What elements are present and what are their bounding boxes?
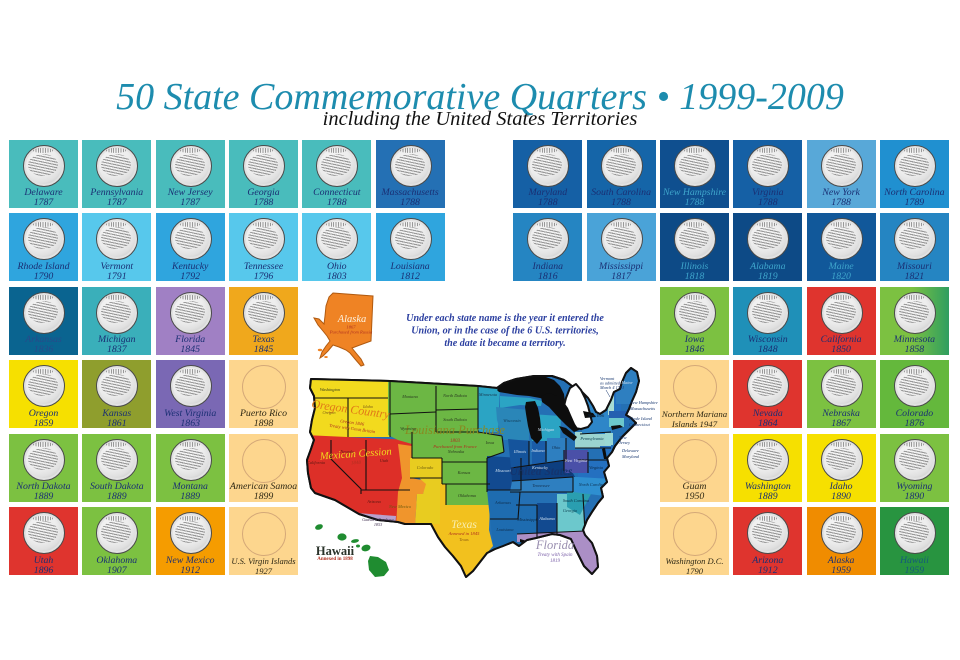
svg-text:Iowa: Iowa <box>485 440 495 445</box>
svg-text:Purchased from Russia: Purchased from Russia <box>329 330 373 335</box>
svg-text:New: New <box>618 435 627 440</box>
svg-text:Florida: Florida <box>535 538 574 552</box>
svg-text:Connecticut: Connecticut <box>629 422 651 427</box>
svg-text:Virginia: Virginia <box>589 465 603 470</box>
svg-text:Maryland: Maryland <box>621 454 640 459</box>
svg-text:as admitted: as admitted <box>600 381 621 386</box>
svg-text:Wisconsin: Wisconsin <box>503 418 520 423</box>
svg-text:Purchased from France: Purchased from France <box>432 444 477 449</box>
svg-text:Hawaii: Hawaii <box>316 544 355 558</box>
svg-text:Louisiana Purchase: Louisiana Purchase <box>404 423 505 437</box>
svg-text:Tennessee: Tennessee <box>532 483 549 488</box>
svg-text:South Carolina: South Carolina <box>563 498 589 503</box>
svg-text:Ohio: Ohio <box>552 445 561 450</box>
svg-text:United States: United States <box>510 466 573 478</box>
svg-text:Mexican Cession: Mexican Cession <box>319 447 393 463</box>
svg-text:Texas: Texas <box>459 537 469 542</box>
svg-text:the date it became a territory: the date it became a territory. <box>444 338 565 349</box>
svg-text:Wyoming: Wyoming <box>400 426 417 431</box>
svg-text:Oregon: Oregon <box>323 410 336 415</box>
svg-text:Delaware: Delaware <box>621 448 639 453</box>
svg-text:Minnesota: Minnesota <box>478 392 497 397</box>
svg-text:Vermont: Vermont <box>600 376 615 381</box>
svg-text:Union, or in the case of the 6: Union, or in the case of the 6 U.S. terr… <box>411 326 599 337</box>
svg-text:New Mexico: New Mexico <box>388 504 412 509</box>
svg-text:Montana: Montana <box>401 394 418 399</box>
svg-text:Mississippi: Mississippi <box>516 517 537 522</box>
svg-text:Gadsden Purchase: Gadsden Purchase <box>362 517 394 522</box>
svg-text:Alaska: Alaska <box>337 314 367 325</box>
svg-text:Jersey: Jersey <box>619 440 630 445</box>
svg-text:Louisiana: Louisiana <box>495 527 513 532</box>
svg-text:South Dakota: South Dakota <box>443 417 467 422</box>
svg-text:Arizona: Arizona <box>366 499 381 504</box>
svg-text:Idaho: Idaho <box>362 404 374 409</box>
svg-text:Indiana: Indiana <box>530 448 544 453</box>
svg-text:Michigan: Michigan <box>537 427 554 432</box>
svg-text:Maine: Maine <box>621 380 633 385</box>
svg-text:Illinois: Illinois <box>513 449 527 454</box>
svg-text:Massachusetts: Massachusetts <box>629 406 655 411</box>
svg-text:Annexed in 1845: Annexed in 1845 <box>448 531 481 536</box>
svg-text:Pennsylvania: Pennsylvania <box>579 436 603 441</box>
svg-text:Oklahoma: Oklahoma <box>458 493 476 498</box>
svg-text:Oregon 1846: Oregon 1846 <box>340 418 365 426</box>
svg-text:1848: 1848 <box>351 461 362 467</box>
svg-text:Texas: Texas <box>451 519 477 531</box>
svg-text:Under each state name is the y: Under each state name is the year it ent… <box>406 313 604 324</box>
svg-text:New Hampshire: New Hampshire <box>629 400 658 405</box>
svg-text:1819: 1819 <box>550 559 561 564</box>
svg-text:Nevada: Nevada <box>339 449 353 454</box>
svg-text:Georgia: Georgia <box>563 508 577 513</box>
svg-text:Treaty with Great Britain: Treaty with Great Britain <box>329 423 376 435</box>
svg-text:Missouri: Missouri <box>494 468 511 473</box>
svg-text:West Virginia: West Virginia <box>565 458 588 463</box>
svg-text:Kansas: Kansas <box>457 470 471 475</box>
svg-text:Kentucky: Kentucky <box>531 465 548 470</box>
svg-text:California: California <box>307 460 325 465</box>
svg-text:March 4 1791: March 4 1791 <box>599 385 624 390</box>
svg-text:Nebraska: Nebraska <box>447 449 464 454</box>
svg-text:1803: 1803 <box>450 439 461 444</box>
svg-text:North Carolina: North Carolina <box>578 482 605 487</box>
svg-text:North Dakota: North Dakota <box>442 393 467 398</box>
svg-text:Utah: Utah <box>380 458 389 463</box>
svg-text:Colorado: Colorado <box>417 465 434 470</box>
svg-text:Washington: Washington <box>320 387 340 392</box>
svg-text:New York: New York <box>587 413 605 418</box>
svg-text:Alabama: Alabama <box>538 516 555 521</box>
svg-text:Annexed in 1898: Annexed in 1898 <box>317 557 353 562</box>
svg-text:Treaty with Spain: Treaty with Spain <box>537 553 573 558</box>
svg-text:Rhode Island: Rhode Island <box>628 416 653 421</box>
svg-text:1867: 1867 <box>346 325 356 330</box>
svg-text:Arkansas: Arkansas <box>494 500 511 505</box>
svg-text:1853: 1853 <box>374 522 382 527</box>
